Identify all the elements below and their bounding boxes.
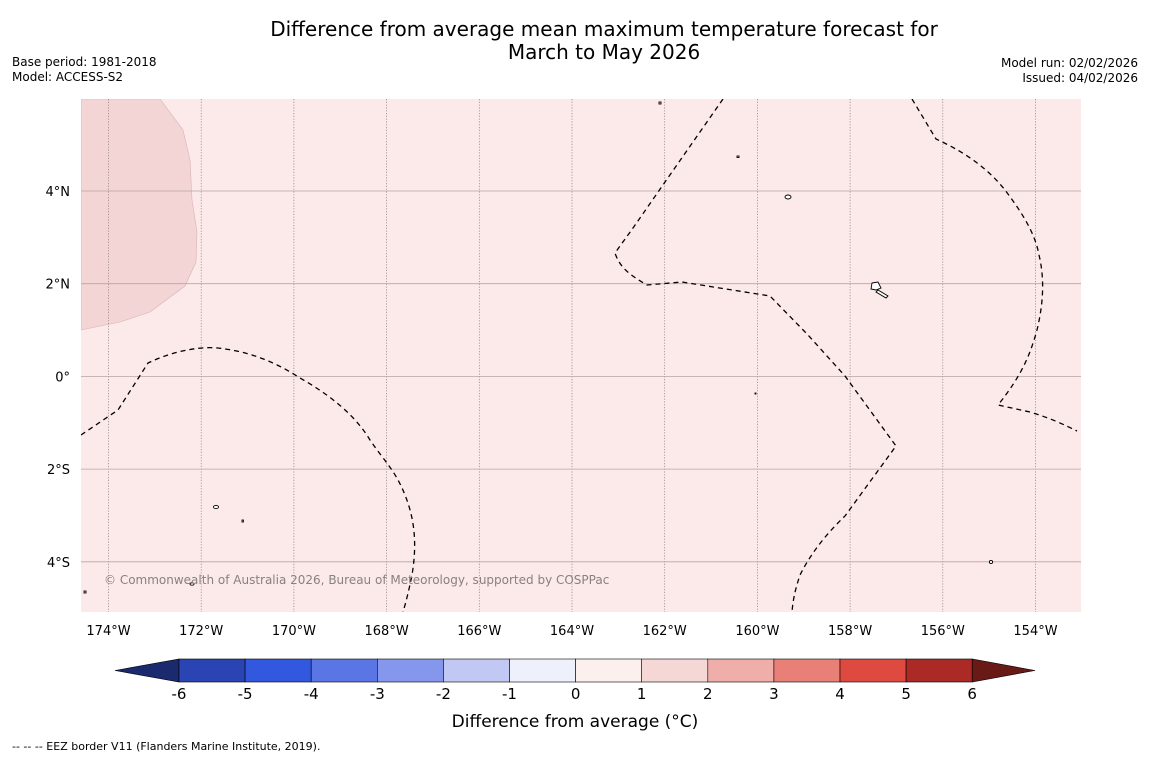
colorbar-bin	[376, 658, 444, 683]
colorbar-tick-label: -3	[370, 685, 385, 703]
colorbar-bin	[839, 658, 907, 683]
longitude-labels: 174°W 172°W 170°W 168°W 166°W 164°W 162°W 160°W…	[86, 624, 1057, 639]
longitude-label: 162°W	[643, 624, 687, 639]
colorbar-tick-label: -1	[502, 685, 517, 703]
title-line-1: Difference from average mean maximum tem…	[270, 17, 938, 41]
copyright-notice: © Commonwealth of Australia 2026, Bureau…	[104, 573, 609, 587]
colorbar-tick-label: -5	[238, 685, 253, 703]
longitude-label: 168°W	[365, 624, 409, 639]
colorbar-tick-label: -4	[304, 685, 319, 703]
island	[83, 590, 87, 594]
latitude-label: 4°N	[46, 185, 71, 200]
colorbar-bin	[575, 658, 642, 683]
issued-date: Issued: 04/02/2026	[1022, 71, 1138, 85]
colorbar-tick-label: 0	[571, 685, 581, 703]
colorbar-bin	[773, 658, 841, 683]
colorbar-label: Difference from average (°C)	[452, 712, 699, 732]
longitude-label: 164°W	[550, 624, 594, 639]
title-line-2: March to May 2026	[507, 40, 701, 64]
colorbar-tick-label: -2	[436, 685, 451, 703]
island	[784, 194, 792, 200]
island	[189, 582, 195, 586]
colorbar-tick-label: -6	[172, 685, 187, 703]
latitude-label: 4°S	[47, 556, 70, 571]
latitude-label: 2°N	[46, 278, 71, 293]
latitude-labels: 4°N 2°N 0° 2°S 4°S	[46, 185, 71, 571]
longitude-label: 170°W	[272, 624, 316, 639]
metadata-right: Model run: 02/02/2026 Issued: 04/02/2026	[1001, 56, 1138, 86]
model-run: Model run: 02/02/2026	[1000, 56, 1138, 70]
colorbar-extension-high	[971, 658, 1036, 683]
island	[658, 101, 662, 105]
colorbar-tick-label: 4	[835, 685, 845, 703]
eez-source-note: -- -- -- EEZ border V11 (Flanders Marine…	[12, 740, 321, 753]
island	[241, 519, 244, 523]
colorbar-tick-label: 2	[703, 685, 713, 703]
eez-borders	[81, 99, 1078, 612]
latitude-label: 2°S	[47, 463, 70, 478]
metadata-left: Base period: 1981-2018 Model: ACCESS-S2	[12, 55, 157, 85]
colorbar-bin	[443, 658, 510, 683]
longitude-label: 156°W	[921, 624, 965, 639]
island	[754, 392, 757, 395]
islands	[83, 101, 994, 594]
colorbar-bin	[178, 658, 246, 683]
colorbar-tick-label: 3	[769, 685, 779, 703]
graticule	[81, 99, 1081, 612]
longitude-label: 158°W	[828, 624, 872, 639]
model-name: Model: ACCESS-S2	[12, 70, 124, 84]
eez-border-east	[911, 99, 1078, 432]
longitude-label: 174°W	[86, 624, 130, 639]
colorbar-bin	[509, 658, 576, 683]
colorbar-bin	[707, 658, 775, 683]
colorbar-bin	[905, 658, 973, 683]
colorbar-tick-label: 5	[901, 685, 911, 703]
colorbar-bin	[244, 658, 312, 683]
island	[988, 559, 994, 565]
island	[870, 281, 889, 299]
colorbar-tick-label: 1	[637, 685, 647, 703]
base-period: Base period: 1981-2018	[12, 55, 157, 69]
eez-border-west	[81, 347, 416, 612]
longitude-label: 160°W	[735, 624, 779, 639]
colorbar-bin	[641, 658, 709, 683]
colorbar-tick-label: 6	[967, 685, 977, 703]
colorbar-bin	[310, 658, 378, 683]
longitude-label: 166°W	[457, 624, 501, 639]
map-area	[81, 99, 1081, 612]
longitude-label: 172°W	[179, 624, 223, 639]
longitude-label: 154°W	[1013, 624, 1057, 639]
latitude-label: 0°	[55, 370, 70, 385]
warmer-anomaly-region	[81, 99, 198, 331]
eez-border-central	[614, 99, 897, 612]
colorbar: -6 -5 -4 -3 -2 -1 0 1 2 3 4 5 6	[114, 658, 1036, 703]
island	[736, 155, 740, 158]
colorbar-extension-low	[114, 658, 180, 683]
island	[213, 504, 219, 510]
chart-title: Difference from average mean maximum tem…	[0, 18, 1150, 64]
